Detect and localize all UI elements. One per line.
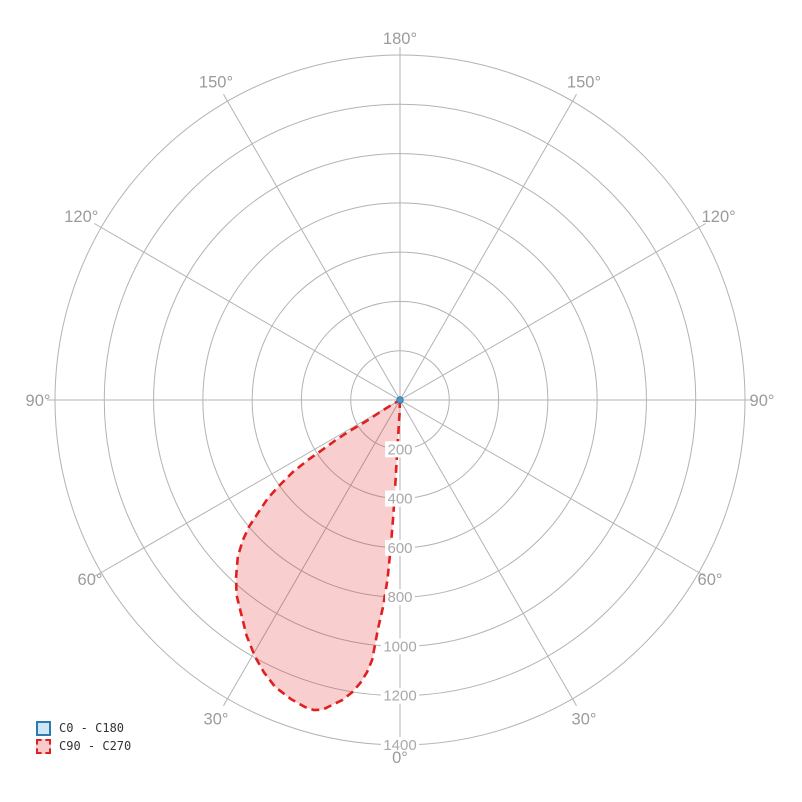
radial-labels: 200 400 600 800 1000 1200 1400	[380, 441, 420, 754]
radial-label-mask	[385, 441, 415, 458]
c90-c270-beam-outline	[234, 397, 402, 712]
angle-tick-label: 0°	[392, 749, 408, 767]
radial-tick-label: 600	[387, 540, 412, 557]
angle-tick-label: 150°	[567, 73, 601, 91]
angle-labels: 180° 150° 150° 120° 120° 90° 90° 60° 60° 30° 30° 0°	[26, 30, 775, 767]
legend-label-c0-c180: C0 - C180	[59, 721, 125, 735]
angle-tick-label: 180°	[383, 30, 417, 48]
radial-label-mask	[380, 638, 420, 655]
chart-legend: C0 - C180 C90 - C270	[36, 720, 132, 754]
radial-tick-label: 1200	[383, 688, 416, 705]
radial-label-mask	[385, 539, 415, 556]
radial-tick-label: 400	[387, 491, 412, 508]
legend-item-c90-c270: C90 - C270	[36, 738, 132, 754]
radial-tick-label: 1400	[383, 737, 416, 754]
angle-tick-label: 30°	[572, 711, 597, 729]
c90-c270-swatch-icon	[36, 738, 51, 754]
angle-tick-label: 60°	[78, 571, 103, 589]
radial-tick-label: 200	[387, 441, 412, 458]
legend-item-c0-c180: C0 - C180	[36, 720, 131, 736]
c0-c180-swatch-icon	[36, 720, 51, 736]
angle-tick-label: 60°	[698, 571, 723, 589]
angle-tick-label: 150°	[199, 73, 233, 91]
c90-c270-beam-fill	[236, 400, 400, 711]
legend-label-c90-c270: C90 - C270	[59, 739, 132, 753]
radial-label-mask	[385, 589, 415, 606]
angle-tick-label: 90°	[750, 392, 775, 410]
radial-label-mask	[385, 490, 415, 507]
angle-tick-label: 30°	[204, 711, 229, 729]
angle-tick-label: 120°	[702, 208, 736, 226]
angle-tick-label: 120°	[64, 208, 98, 226]
radial-tick-label: 800	[387, 589, 412, 606]
radial-label-mask	[380, 687, 420, 704]
radial-tick-label: 1000	[383, 638, 416, 655]
radial-label-mask	[380, 737, 420, 753]
c0-c180-center-marker	[396, 396, 404, 404]
angle-tick-label: 90°	[26, 392, 51, 410]
